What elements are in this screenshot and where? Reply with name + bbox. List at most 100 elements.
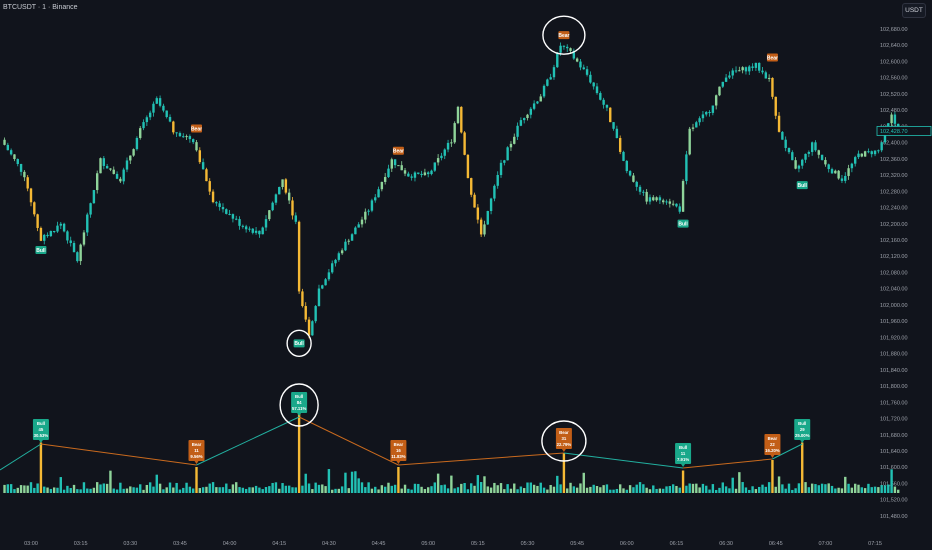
candle [761,70,764,73]
volume-bar [503,489,506,493]
volume-bar [314,482,317,493]
x-tick-label: 05:00 [421,541,435,547]
candle [539,96,542,102]
volume-bar [764,486,768,493]
candle [33,202,36,215]
volume-signal-box [32,419,49,440]
volume-signal-pct: 57.11% [292,406,307,411]
candle [582,67,585,70]
volume-bar [698,487,701,493]
volume-bar [476,475,480,493]
volume-bar [357,478,360,493]
candle [59,223,62,226]
volume-bar [208,483,211,493]
x-tick-label: 04:45 [372,541,386,547]
candle [76,252,79,262]
volume-bar [592,484,595,493]
volume-bar [681,470,685,493]
volume-bar [327,469,331,493]
volume-bar [191,488,195,493]
volume-bar [185,482,188,493]
candle [483,224,486,235]
y-tick-label: 102,240.00 [880,206,908,212]
candle [188,136,192,140]
candle [182,136,185,138]
candle [526,114,529,119]
volume-bar [572,486,576,493]
volume-bar [748,489,751,493]
candle [19,164,23,172]
candle [387,168,390,178]
y-tick-label: 101,960.00 [880,319,908,325]
volume-bar [734,488,738,493]
candle [814,142,817,151]
candle [344,241,347,251]
candle [589,74,592,83]
trend-line [298,416,399,466]
candle [738,70,741,72]
candle [751,66,754,68]
volume-bar [56,487,59,493]
candle [685,154,688,182]
candle [460,106,463,133]
candle [771,77,774,97]
candle [724,77,728,82]
volume-bar [496,485,499,493]
volume-bar [724,486,728,493]
volume-bar [430,486,433,493]
volume-bar [559,484,562,493]
candle [695,122,698,128]
volume-bar [304,473,307,493]
candle [834,170,837,174]
volume-bar [506,484,509,493]
volume-bar [377,489,380,493]
volume-bar [814,484,817,493]
volume-bar [66,485,69,493]
candle [794,160,797,169]
volume-signal-count: 11 [681,451,686,456]
candle [817,150,820,155]
y-tick-label: 101,480.00 [880,514,908,520]
volume-bar [853,483,857,493]
candle [364,211,367,220]
y-tick-label: 102,120.00 [880,254,908,260]
candle [9,150,13,155]
volume-bar [754,489,758,493]
volume-bar [761,484,764,493]
signal-tag-bull [35,245,47,254]
volume-bar [360,482,364,493]
volume-bar [274,482,278,493]
candle [721,81,724,87]
candle [801,159,804,166]
candle [807,151,811,154]
volume-bar [632,487,635,493]
candle [142,122,145,129]
candle [486,211,489,225]
candle [513,136,516,144]
candle [155,98,158,104]
currency-button[interactable]: USDT [902,3,926,18]
volume-bar [158,483,162,493]
volume-bar [820,483,824,493]
volume-bar [344,472,347,493]
volume-bar [324,486,327,493]
candle [436,158,440,163]
candle [443,149,446,156]
signal-tag-text: Bull [36,248,46,254]
volume-bar [172,487,175,493]
candle [575,58,579,62]
volume-bar [148,482,152,493]
volume-signal-label: Bull [798,421,806,426]
x-tick-label: 03:45 [173,541,187,547]
volume-signal-count: 22 [770,442,775,447]
volume-bar [364,487,367,493]
candle [268,210,271,220]
candle [152,103,155,113]
volume-bar [337,488,341,493]
volume-bar [787,483,791,493]
candle [244,226,248,230]
volume-bar [132,487,135,493]
highlight-circle [286,329,312,358]
candle [509,143,513,148]
